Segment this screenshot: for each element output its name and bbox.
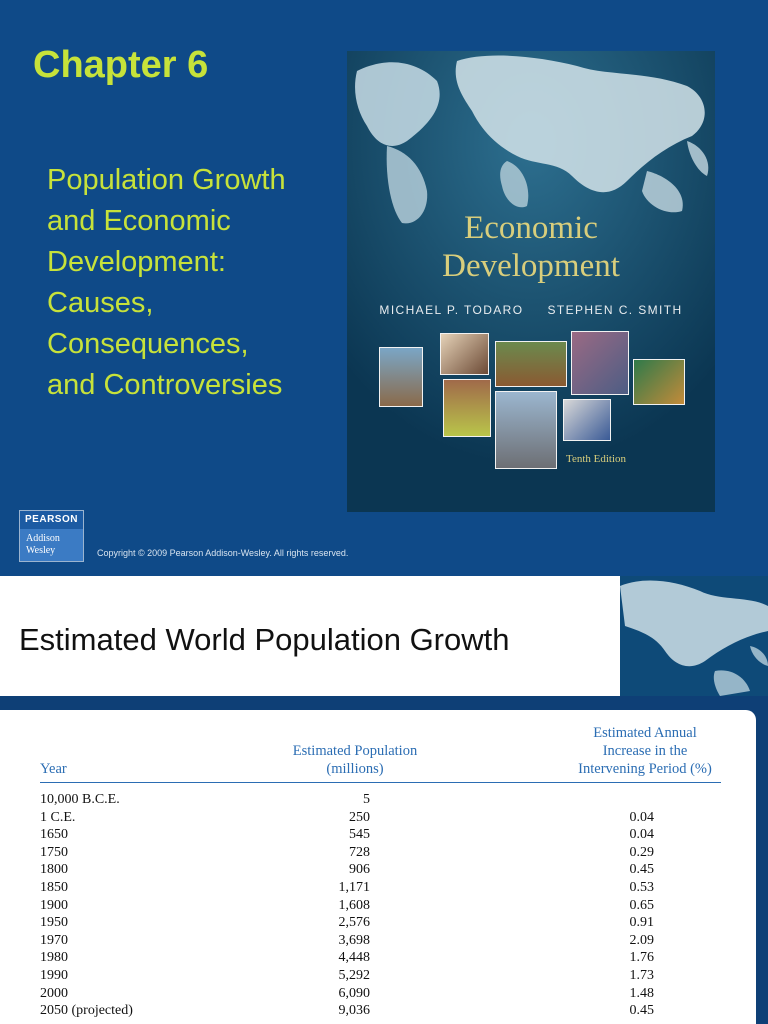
cell-population: 5,292 bbox=[338, 967, 371, 983]
table-row: 1650 545 0.04 bbox=[0, 827, 756, 845]
chapter-heading: Chapter 6 bbox=[33, 44, 209, 86]
cover-title-line2: Development bbox=[442, 248, 620, 284]
cell-increase: 1.48 bbox=[629, 985, 655, 1001]
cover-title-line1: Economic bbox=[464, 210, 598, 246]
subtitle-line: Causes, bbox=[47, 287, 154, 319]
cover-edition: Tenth Edition bbox=[566, 453, 627, 465]
table-row: 10,000 B.C.E. 5 bbox=[0, 792, 756, 810]
table-row: 1900 1,608 0.65 bbox=[0, 898, 756, 916]
table-slide: Estimated World Population Growth Estima… bbox=[0, 576, 768, 1024]
cell-population: 5 bbox=[363, 792, 370, 807]
cover-photo bbox=[379, 347, 423, 407]
cell-increase: 0.45 bbox=[629, 1003, 655, 1019]
cover-authors: MICHAEL P. TODARO STEPHEN C. SMITH bbox=[347, 303, 715, 317]
cell-population: 906 bbox=[349, 862, 370, 878]
header-line: Increase in the bbox=[602, 743, 688, 759]
cell-population: 1,608 bbox=[338, 897, 371, 913]
header-population: Estimated Population (millions) bbox=[250, 742, 460, 778]
cell-year: 1970 bbox=[40, 932, 68, 948]
subtitle-line: and Controversies bbox=[47, 369, 283, 401]
cover-photo bbox=[571, 331, 629, 395]
table-row: 1850 1,171 0.53 bbox=[0, 880, 756, 898]
header-line: Estimated Annual bbox=[593, 725, 697, 741]
cell-year: 1750 bbox=[40, 844, 68, 860]
cell-population: 4,448 bbox=[338, 950, 371, 966]
cell-year: 2000 bbox=[40, 985, 68, 1001]
header-line: (millions) bbox=[326, 761, 384, 777]
cell-year: 2050 (projected) bbox=[40, 1003, 133, 1019]
copyright-notice: Copyright © 2009 Pearson Addison-Wesley.… bbox=[97, 548, 349, 558]
table-row: 1 C.E. 250 0.04 bbox=[0, 810, 756, 828]
table-row: 1750 728 0.29 bbox=[0, 845, 756, 863]
cell-year: 1990 bbox=[40, 967, 68, 983]
table-body: 10,000 B.C.E. 5 1 C.E. 250 0.04 1650 545 0.04… bbox=[0, 792, 756, 1021]
header-year: Year bbox=[40, 761, 67, 777]
subtitle-line: Development: bbox=[47, 246, 226, 278]
cell-year: 1 C.E. bbox=[40, 809, 76, 825]
slide-title: Estimated World Population Growth bbox=[19, 622, 510, 657]
cover-photo bbox=[495, 341, 567, 387]
cell-population: 9,036 bbox=[338, 1003, 371, 1019]
cell-increase: 0.04 bbox=[629, 809, 655, 825]
cell-increase: 0.91 bbox=[629, 915, 655, 931]
table-row: 2050 (projected) 9,036 0.45 bbox=[0, 1003, 756, 1021]
cell-year: 1650 bbox=[40, 827, 68, 843]
cover-photo bbox=[495, 391, 557, 469]
cell-increase: 0.45 bbox=[629, 862, 655, 878]
cell-increase: 0.65 bbox=[629, 897, 655, 913]
logo-bottom: Addison Wesley bbox=[20, 529, 83, 561]
cell-increase: 1.73 bbox=[629, 967, 655, 983]
logo-top: PEARSON bbox=[20, 511, 83, 529]
table-row: 1990 5,292 1.73 bbox=[0, 968, 756, 986]
author-name: MICHAEL P. TODARO bbox=[379, 303, 524, 317]
logo-line: Addison bbox=[26, 533, 60, 544]
cell-population: 250 bbox=[349, 809, 370, 825]
header-annual-increase: Estimated Annual Increase in the Interve… bbox=[545, 724, 745, 778]
chapter-subtitle: Population Growth and Economic Developme… bbox=[47, 160, 347, 406]
cell-increase: 0.29 bbox=[629, 844, 655, 860]
pearson-addison-wesley-logo: PEARSON Addison Wesley bbox=[19, 510, 84, 562]
logo-line: Wesley bbox=[26, 545, 56, 556]
header-line: Estimated Population bbox=[292, 743, 418, 759]
population-table: Estimated Annual Increase in the Interve… bbox=[0, 710, 756, 1024]
map-band-graphic bbox=[620, 576, 768, 696]
cell-increase: 2.09 bbox=[629, 932, 655, 948]
subtitle-line: Population Growth bbox=[47, 164, 286, 196]
table-row: 1970 3,698 2.09 bbox=[0, 933, 756, 951]
header-line: Intervening Period (%) bbox=[578, 761, 712, 777]
cover-photo bbox=[440, 333, 489, 375]
cell-population: 1,171 bbox=[338, 879, 371, 895]
header-rule bbox=[40, 782, 721, 783]
cover-photo bbox=[563, 399, 611, 441]
author-name: STEPHEN C. SMITH bbox=[547, 303, 683, 317]
cell-year: 1980 bbox=[40, 950, 68, 966]
map-band-svg bbox=[620, 576, 768, 696]
cell-increase: 0.53 bbox=[629, 879, 655, 895]
subtitle-line: and Economic bbox=[47, 205, 231, 237]
cover-photo bbox=[633, 359, 685, 405]
table-row: 1800 906 0.45 bbox=[0, 862, 756, 880]
cell-year: 10,000 B.C.E. bbox=[40, 792, 120, 807]
cell-year: 1850 bbox=[40, 879, 68, 895]
subtitle-line: Consequences, bbox=[47, 328, 249, 360]
cell-year: 1900 bbox=[40, 897, 68, 913]
cell-year: 1800 bbox=[40, 862, 68, 878]
book-cover: Economic Development MICHAEL P. TODARO S… bbox=[347, 51, 715, 512]
table-row: 1950 2,576 0.91 bbox=[0, 915, 756, 933]
table-row: 2000 6,090 1.48 bbox=[0, 986, 756, 1004]
cell-population: 3,698 bbox=[338, 932, 371, 948]
cell-population: 6,090 bbox=[338, 985, 371, 1001]
cell-increase: 1.76 bbox=[629, 950, 655, 966]
title-band: Estimated World Population Growth bbox=[0, 576, 620, 696]
cell-population: 545 bbox=[349, 827, 370, 843]
cover-photo bbox=[443, 379, 491, 437]
cell-year: 1950 bbox=[40, 915, 68, 931]
cell-increase: 0.04 bbox=[629, 827, 655, 843]
title-slide: Chapter 6 Population Growth and Economic… bbox=[0, 0, 768, 576]
cell-population: 2,576 bbox=[338, 915, 371, 931]
table-row: 1980 4,448 1.76 bbox=[0, 950, 756, 968]
cell-population: 728 bbox=[349, 844, 370, 860]
